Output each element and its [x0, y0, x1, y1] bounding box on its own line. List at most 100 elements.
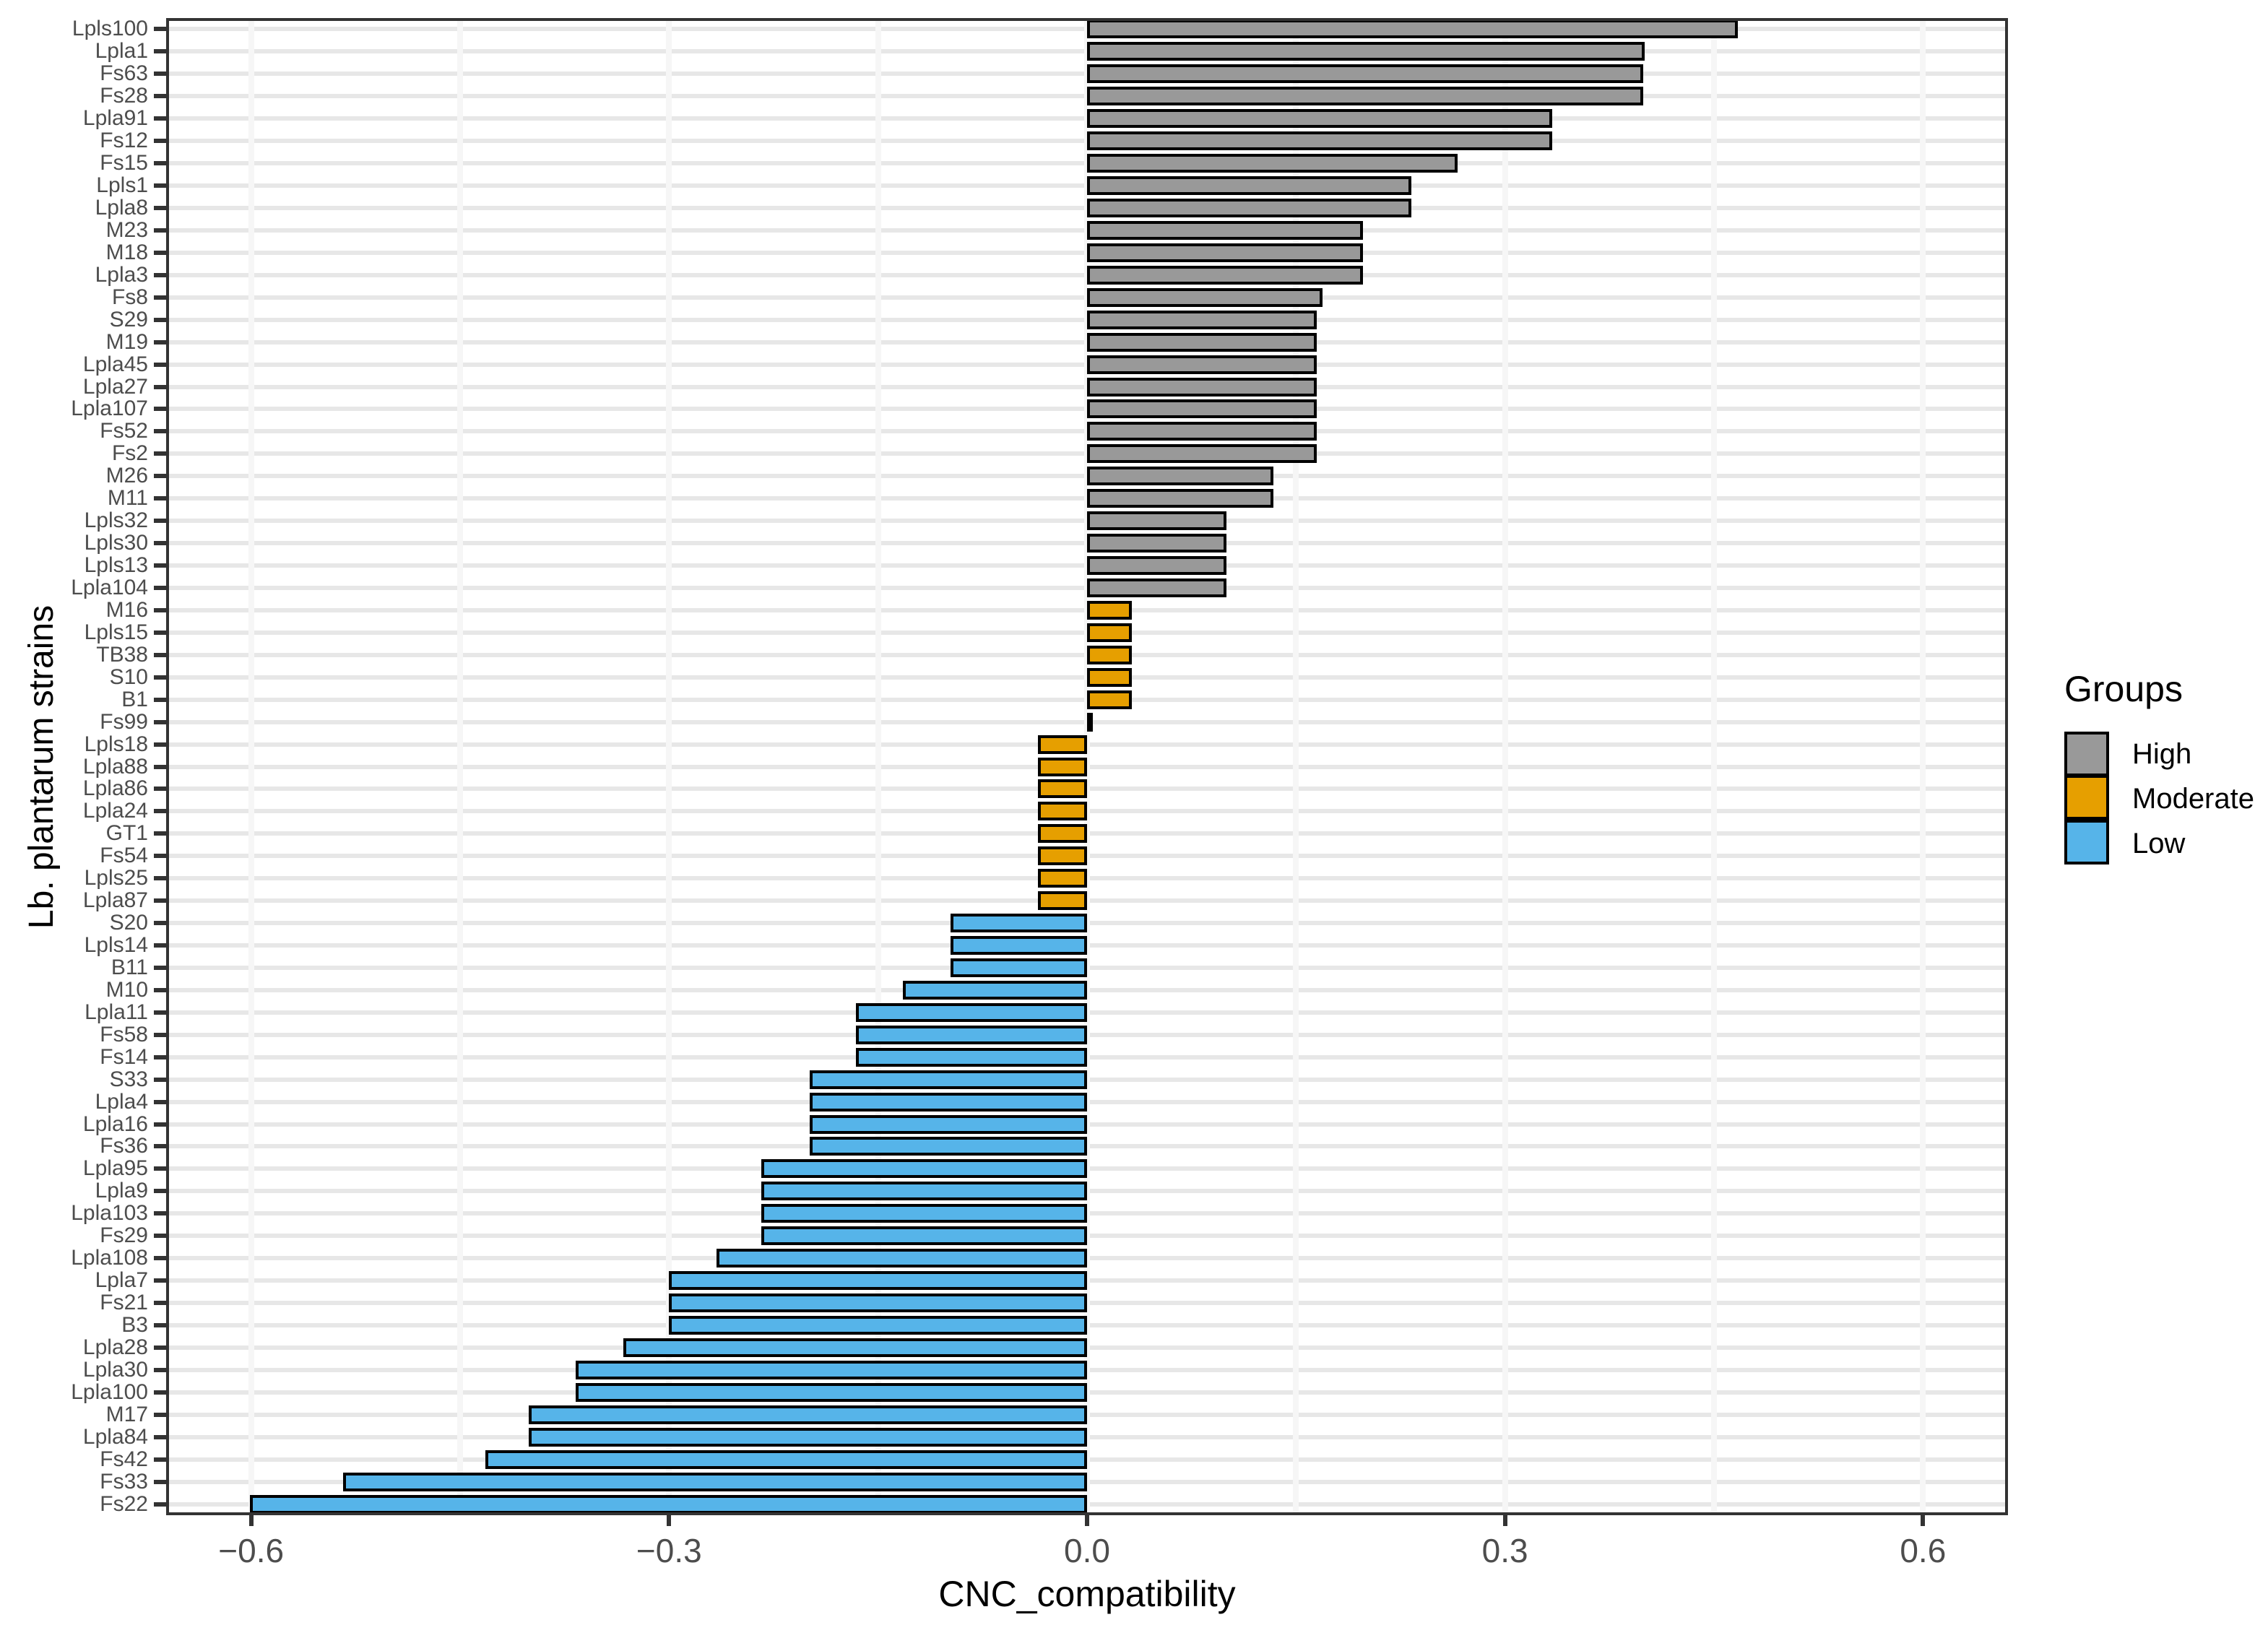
x-tick-mark: [1921, 1515, 1926, 1526]
y-tick-mark: [154, 898, 166, 904]
x-axis-title: CNC_compatibility: [938, 1574, 1236, 1614]
y-tick-label: Fs58: [100, 1022, 148, 1046]
y-tick-mark: [154, 630, 166, 635]
y-tick-mark: [154, 1054, 166, 1060]
y-tick-mark: [154, 1390, 166, 1395]
bar-Lpla86: [1038, 779, 1087, 799]
y-tick-mark: [154, 1099, 166, 1104]
bar-Lpla4: [810, 1092, 1087, 1112]
bar-Lpla108: [716, 1249, 1087, 1268]
bar-Lpls1: [1087, 176, 1412, 196]
bar-Fs8: [1087, 287, 1323, 307]
y-tick-label: S10: [109, 664, 148, 689]
y-tick-mark: [154, 116, 166, 121]
y-tick-label: Lpla88: [82, 754, 148, 779]
y-tick-mark: [154, 1122, 166, 1127]
y-tick-label: B3: [121, 1313, 148, 1337]
y-tick-label: Lpla4: [95, 1089, 148, 1114]
y-tick-label: Fs54: [100, 844, 148, 868]
y-tick-mark: [154, 339, 166, 344]
y-tick-label: Lpla1: [95, 39, 148, 64]
y-tick-label: Lpla103: [71, 1201, 148, 1226]
bar-M23: [1087, 220, 1363, 240]
y-tick-label: Fs15: [100, 151, 148, 176]
y-tick-mark: [154, 1189, 166, 1194]
y-tick-label: M16: [105, 597, 148, 622]
y-tick-label: Lpla107: [71, 396, 148, 421]
bar-Lpla11: [855, 1002, 1087, 1022]
y-tick-mark: [154, 1077, 166, 1082]
y-tick-label: M10: [105, 977, 148, 1002]
bar-Fs22: [249, 1494, 1087, 1514]
y-tick-mark: [154, 921, 166, 926]
y-tick-mark: [154, 205, 166, 210]
bar-Lpla103: [761, 1204, 1087, 1223]
legend-entries: High Moderate Low: [2064, 732, 2254, 866]
y-tick-mark: [154, 987, 166, 992]
y-tick-label: Fs42: [100, 1447, 148, 1471]
y-tick-label: Lpla11: [85, 1000, 148, 1024]
bar-Lpla7: [669, 1271, 1087, 1291]
y-tick-label: Lpls30: [84, 531, 148, 555]
y-tick-label: Lpls25: [84, 866, 148, 890]
y-tick-label: B11: [111, 955, 148, 979]
v-gridline: [1920, 18, 1926, 1515]
x-tick-label: −0.3: [636, 1532, 702, 1569]
y-tick-mark: [154, 295, 166, 300]
y-tick-label: TB38: [96, 642, 148, 667]
y-tick-label: Lpla28: [82, 1335, 148, 1359]
bar-Fs42: [485, 1450, 1087, 1469]
y-tick-mark: [154, 854, 166, 859]
y-tick-label: Lpla87: [82, 888, 148, 913]
y-tick-mark: [154, 384, 166, 389]
y-tick-mark: [154, 764, 166, 769]
bar-Lpla88: [1038, 757, 1087, 776]
y-tick-label: M11: [107, 486, 148, 511]
y-tick-label: Lpla45: [82, 352, 148, 376]
bar-B11: [950, 958, 1087, 977]
bar-S33: [810, 1070, 1087, 1089]
y-tick-mark: [154, 183, 166, 188]
y-tick-mark: [154, 1166, 166, 1171]
bar-Lpls13: [1087, 556, 1226, 576]
y-tick-label: Lpla108: [71, 1246, 148, 1270]
y-tick-mark: [154, 607, 166, 612]
y-tick-mark: [154, 1234, 166, 1239]
y-tick-label: Lpla16: [82, 1112, 148, 1136]
legend-label-low: Low: [2132, 828, 2186, 859]
bar-Lpla87: [1038, 891, 1087, 911]
y-tick-label: Lpla8: [95, 195, 148, 220]
bar-Lpla91: [1087, 109, 1553, 129]
bar-Fs63: [1087, 64, 1643, 84]
y-tick-label: Lpla86: [82, 776, 148, 801]
y-tick-label: Fs28: [100, 84, 148, 108]
y-tick-label: GT1: [105, 821, 148, 846]
bar-Lpls30: [1087, 534, 1226, 553]
y-tick-label: M17: [105, 1402, 148, 1426]
y-tick-label: Lpls15: [84, 620, 148, 644]
y-tick-label: Lpls18: [84, 732, 148, 756]
y-tick-mark: [154, 1323, 166, 1327]
v-gridline: [1084, 18, 1090, 1515]
bar-Fs15: [1087, 154, 1458, 173]
y-tick-label: Fs29: [100, 1223, 148, 1248]
y-tick-mark: [154, 1412, 166, 1417]
bar-M17: [528, 1405, 1087, 1424]
bar-Lpla9: [761, 1182, 1087, 1201]
v-gridline: [875, 18, 881, 1515]
y-tick-mark: [154, 519, 166, 524]
bar-Lpls25: [1038, 869, 1087, 888]
x-tick-mark: [1502, 1515, 1507, 1526]
y-tick-mark: [154, 809, 166, 814]
y-tick-label: S20: [109, 911, 148, 935]
y-tick-mark: [154, 786, 166, 792]
bar-Fs29: [761, 1226, 1087, 1246]
y-tick-mark: [154, 1434, 166, 1439]
y-tick-mark: [154, 1032, 166, 1037]
y-tick-mark: [154, 585, 166, 590]
y-tick-label: Fs22: [100, 1491, 148, 1516]
y-tick-mark: [154, 228, 166, 233]
y-tick-label: Fs63: [100, 61, 148, 86]
y-tick-label: Lpla27: [82, 374, 148, 399]
